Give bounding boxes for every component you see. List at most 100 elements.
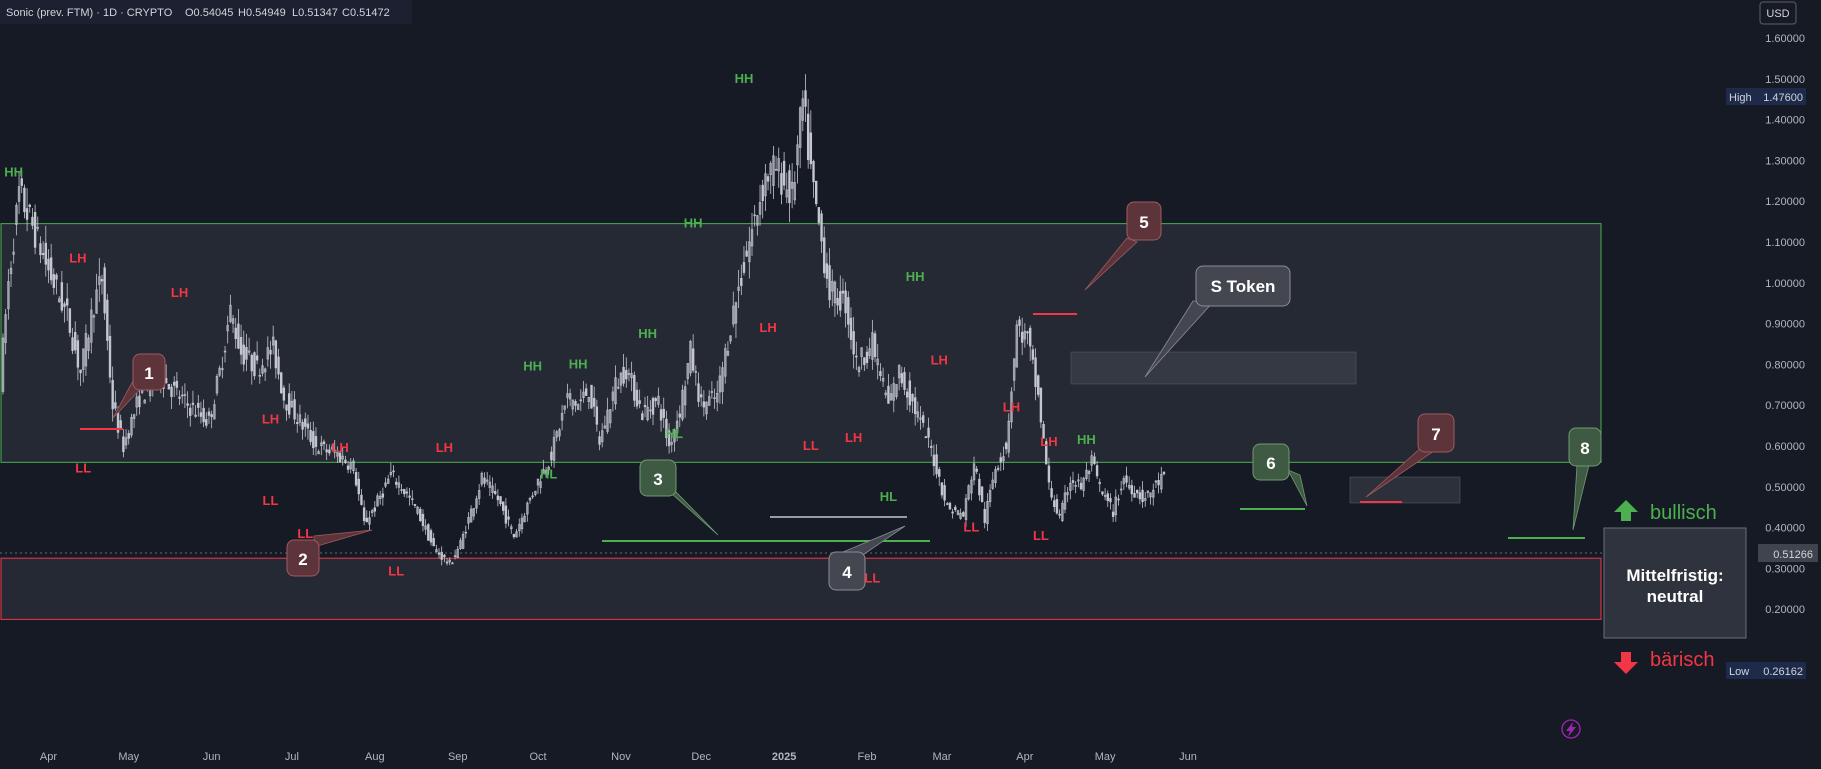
candle xyxy=(304,412,307,437)
candle xyxy=(279,371,283,394)
candle xyxy=(277,348,280,380)
candle xyxy=(833,280,837,317)
bullish-label-group: bullisch xyxy=(1614,500,1717,524)
candle xyxy=(357,471,360,501)
candle xyxy=(726,341,730,357)
callout-6[interactable]: 6 xyxy=(1252,443,1290,481)
candle xyxy=(237,308,240,350)
candle xyxy=(983,501,986,529)
candle xyxy=(461,531,465,550)
candle xyxy=(994,466,997,488)
candle xyxy=(320,435,323,456)
currency-button[interactable]: USD xyxy=(1759,1,1797,25)
candle xyxy=(199,401,203,424)
swing-label-ll: LL xyxy=(864,571,880,586)
lower-range-zone[interactable] xyxy=(0,557,1602,620)
swing-label-lh: LH xyxy=(1003,399,1020,414)
candle xyxy=(702,390,706,417)
candle xyxy=(665,410,668,447)
callout-8-label: 8 xyxy=(1580,439,1589,458)
candle xyxy=(871,319,874,370)
y-tick-label: 1.20000 xyxy=(1765,196,1805,208)
candle xyxy=(1093,452,1096,465)
candle xyxy=(617,378,620,390)
candle xyxy=(207,407,211,424)
candle xyxy=(1154,480,1158,489)
candle xyxy=(649,400,652,419)
candle xyxy=(855,341,858,370)
candle xyxy=(205,412,208,429)
candle xyxy=(769,160,772,194)
candle xyxy=(863,357,866,371)
candle xyxy=(889,383,893,401)
candle xyxy=(1066,487,1069,503)
candle xyxy=(1146,490,1150,498)
candle xyxy=(386,474,390,484)
candle xyxy=(344,455,347,465)
candle xyxy=(1125,466,1128,488)
candle xyxy=(12,238,15,264)
candle xyxy=(210,410,213,429)
candle xyxy=(15,202,18,236)
neutral-line-2: neutral xyxy=(1647,587,1704,606)
candle xyxy=(1144,492,1147,507)
candle xyxy=(662,397,665,429)
candle xyxy=(667,423,671,454)
candle xyxy=(245,333,248,372)
callout-3[interactable]: 3 xyxy=(639,459,677,497)
candle xyxy=(336,446,339,463)
candle xyxy=(748,226,751,279)
candle xyxy=(986,493,989,531)
neutral-box[interactable]: Mittelfristig: neutral xyxy=(1603,527,1747,639)
candle xyxy=(325,443,328,461)
candle xyxy=(900,366,904,388)
candle xyxy=(959,508,962,520)
candle xyxy=(242,330,245,372)
x-tick-label: 2025 xyxy=(772,751,796,763)
candle xyxy=(729,335,732,344)
candle xyxy=(1090,450,1093,472)
candle xyxy=(317,449,320,455)
swing-labels: HH LH LL LH LH LL LH LL LL LH HH HH HL HH HL HH HH LH LL LH… xyxy=(4,71,1095,586)
callout-s-token[interactable]: S Token xyxy=(1195,265,1291,307)
range-box-7[interactable] xyxy=(1349,476,1461,504)
callout-8[interactable]: 8 xyxy=(1568,427,1602,467)
callout-2[interactable]: 2 xyxy=(286,539,320,577)
lightning-icon[interactable] xyxy=(1561,719,1581,739)
candle xyxy=(17,171,21,215)
candle xyxy=(542,459,545,474)
candle xyxy=(472,508,475,521)
candle xyxy=(528,496,532,504)
candle xyxy=(47,249,50,284)
candle xyxy=(266,336,270,367)
swing-label-hh: HH xyxy=(523,359,542,374)
callout-1[interactable]: 1 xyxy=(132,353,166,391)
candle xyxy=(183,383,187,408)
candle xyxy=(1042,421,1045,439)
candle xyxy=(782,152,786,191)
callout-6-label: 6 xyxy=(1266,454,1275,473)
candle xyxy=(571,399,574,416)
candle xyxy=(919,406,922,430)
swing-label-hl: HL xyxy=(540,467,557,482)
candle xyxy=(106,293,109,351)
callout-5[interactable]: 5 xyxy=(1126,201,1162,241)
arrow-down-icon xyxy=(1614,652,1638,674)
candle xyxy=(991,471,994,490)
candle xyxy=(627,368,631,382)
candle xyxy=(218,365,221,377)
candle xyxy=(392,465,395,478)
price-axis[interactable]: 1.60000 1.50000 1.40000 1.30000 1.20000 1.100… xyxy=(1765,33,1805,616)
time-axis[interactable]: Apr May Jun Jul Aug Sep Oct Nov Dec 2025 Feb Mar Apr… xyxy=(40,751,1197,763)
candle xyxy=(598,431,601,451)
candle xyxy=(879,363,882,382)
s-token-range-box[interactable] xyxy=(1070,351,1357,385)
callout-7[interactable]: 7 xyxy=(1417,413,1455,453)
symbol-header[interactable]: Sonic (prev. FTM) · 1D · CRYPTO O0.54045… xyxy=(0,0,412,24)
candles-group xyxy=(1,74,1166,566)
candle xyxy=(724,343,727,384)
x-tick-label: Jul xyxy=(285,751,299,763)
callout-4[interactable]: 4 xyxy=(828,551,866,591)
candle xyxy=(1034,348,1037,401)
